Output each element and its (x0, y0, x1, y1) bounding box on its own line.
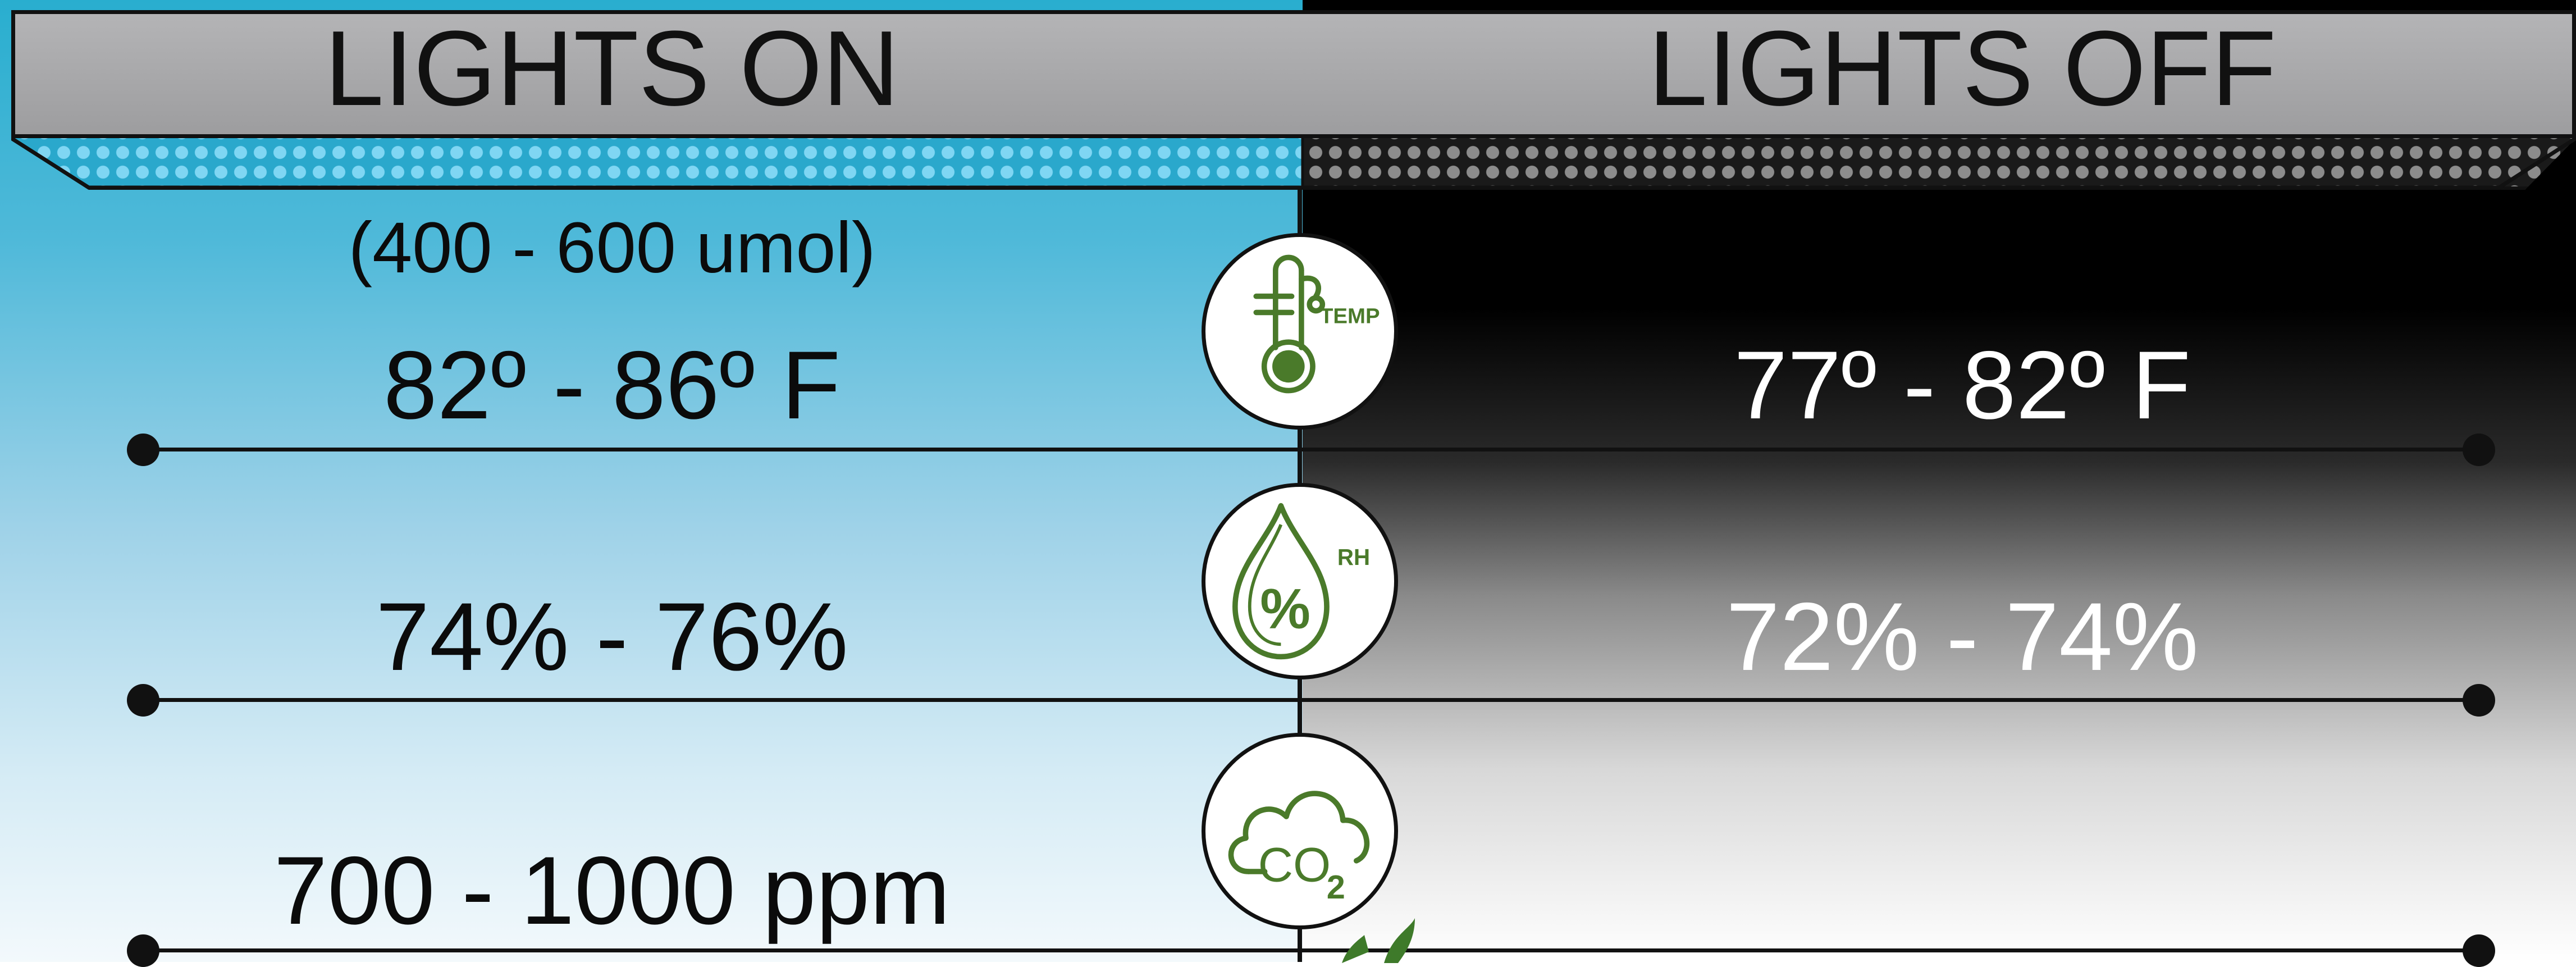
lights-on-humidity: 74% - 76% (376, 583, 848, 691)
separator-dot (127, 434, 159, 466)
thermometer-icon: TEMP (1253, 254, 1380, 394)
separator-dot (2463, 684, 2495, 717)
lights-on-led-strip (11, 138, 1303, 190)
separator-dot (2463, 934, 2495, 967)
lights-off-temperature: 77º - 82º F (1734, 331, 2191, 439)
co2-label: CO (1258, 838, 1331, 892)
percent-glyph: % (1260, 578, 1310, 641)
rh-label: RH (1337, 544, 1370, 570)
humidity-drop-icon: % RH (1232, 503, 1370, 660)
lights-on-temperature: 82º - 86º F (383, 331, 841, 439)
lights-off-humidity: 72% - 74% (1726, 583, 2199, 691)
led-strip-outline (11, 138, 2576, 190)
separator-dot (2463, 434, 2495, 466)
co2-badge: CO 2 (1202, 733, 1398, 929)
separator-dot (127, 934, 159, 967)
lights-on-co2: 700 - 1000 ppm (273, 837, 951, 945)
humidity-separator (143, 698, 2479, 702)
co2-cloud-icon: CO 2 (1228, 791, 1370, 906)
co2-separator (143, 948, 2479, 952)
separator-dot (127, 684, 159, 717)
header-bar (11, 10, 2576, 138)
co2-subscript: 2 (1327, 868, 1345, 906)
leaf-icon (1342, 918, 1415, 963)
lights-on-ppfd: (400 - 600 umol) (348, 208, 876, 288)
temp-label: TEMP (1320, 304, 1380, 329)
lights-off-heading: LIGHTS OFF (1648, 9, 2277, 128)
humidity-badge: % RH (1202, 483, 1398, 679)
temperature-separator (143, 448, 2479, 451)
temperature-badge: TEMP (1202, 233, 1398, 430)
lights-on-heading: LIGHTS ON (324, 9, 900, 128)
